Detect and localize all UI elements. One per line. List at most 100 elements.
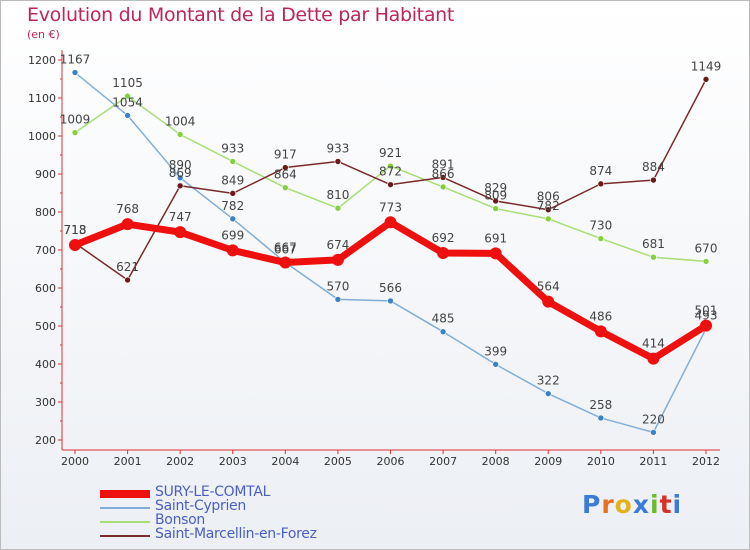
data-label: 864 [274, 168, 297, 182]
y-tick-label: 200 [35, 434, 56, 447]
data-label: 730 [589, 219, 612, 233]
data-point [331, 253, 344, 266]
data-point [542, 295, 555, 308]
data-point [69, 239, 81, 252]
data-point [650, 429, 657, 436]
x-tick-label: 2006 [377, 455, 405, 468]
data-point [124, 276, 131, 284]
logo-letter: r [601, 490, 615, 519]
data-point [226, 244, 239, 257]
logo-letter: t [659, 490, 673, 519]
unit-label: (en €) [27, 28, 60, 41]
logo-letter: i [672, 490, 683, 519]
data-label: 486 [589, 309, 612, 323]
x-tick-label: 2003 [219, 455, 247, 468]
data-label: 1054 [112, 95, 143, 109]
x-tick-label: 2010 [587, 455, 615, 468]
data-point [334, 296, 342, 303]
x-tick-label: 2009 [534, 455, 562, 468]
x-tick-label: 2002 [166, 455, 194, 468]
data-label: 933 [326, 141, 349, 155]
y-tick-label: 1200 [28, 54, 56, 67]
data-point [439, 328, 447, 336]
data-label: 718 [64, 223, 87, 237]
data-point [124, 92, 131, 100]
data-label: 692 [432, 231, 455, 245]
y-tick-label: 400 [35, 358, 56, 371]
data-point [702, 76, 710, 83]
data-label: 1009 [60, 113, 91, 127]
y-tick-label: 300 [35, 396, 56, 409]
data-point [384, 216, 397, 229]
data-label: 670 [695, 241, 718, 255]
data-point [124, 112, 131, 119]
legend-label: Bonson [155, 512, 205, 528]
legend-swatch [100, 521, 150, 523]
data-label: 564 [537, 280, 560, 294]
data-point [492, 205, 499, 212]
data-label: 220 [642, 412, 665, 426]
data-label: 890 [169, 158, 192, 172]
x-tick-label: 2005 [324, 455, 352, 468]
data-point [439, 183, 447, 191]
data-label: 674 [326, 238, 349, 252]
data-label: 933 [221, 141, 244, 155]
data-point [544, 206, 552, 214]
data-label: 667 [274, 243, 297, 257]
data-point [121, 218, 134, 231]
data-label: 570 [326, 279, 349, 293]
data-label: 621 [116, 260, 139, 274]
data-label: 809 [484, 189, 507, 203]
legend-label: Saint-Cyprien [155, 498, 246, 514]
data-point [387, 181, 394, 188]
legend-swatch [100, 490, 150, 498]
data-point [489, 247, 502, 260]
data-point [334, 158, 342, 165]
data-label: 806 [537, 190, 560, 204]
data-point [229, 215, 237, 223]
data-label: 485 [432, 312, 455, 326]
data-point [597, 235, 605, 242]
data-label: 782 [537, 199, 560, 213]
x-tick-label: 2011 [639, 455, 667, 468]
data-point [650, 253, 657, 261]
data-point [176, 182, 184, 190]
data-label: 884 [642, 160, 665, 174]
data-label: 699 [221, 228, 244, 242]
legend-label: SURY-LE-COMTAL [155, 484, 271, 500]
legend-swatch [100, 535, 150, 537]
data-point [439, 174, 447, 181]
series-bonson [71, 92, 710, 265]
data-label: 782 [221, 199, 244, 213]
data-label: 1105 [112, 76, 143, 90]
data-label: 917 [274, 148, 297, 162]
data-label: 869 [169, 166, 192, 180]
data-point [282, 184, 289, 191]
proxiti-logo: Proxiti [582, 490, 682, 519]
data-point [176, 174, 184, 182]
data-label: 681 [642, 237, 665, 251]
chart-title: Evolution du Montant de la Dette par Hab… [27, 4, 455, 26]
data-label: 713 [64, 223, 87, 237]
data-label: 872 [379, 165, 402, 179]
legend-swatch [100, 507, 150, 509]
data-label: 1149 [691, 59, 722, 73]
data-point [492, 361, 499, 368]
data-point [647, 352, 660, 365]
y-tick-label: 600 [35, 282, 56, 295]
data-point [229, 158, 237, 165]
data-point [71, 69, 79, 76]
data-point [597, 180, 605, 188]
data-label: 566 [379, 281, 402, 295]
data-point [176, 131, 184, 138]
data-point [594, 325, 607, 338]
logo-letter: P [582, 490, 602, 519]
data-point [282, 164, 289, 171]
data-label: 399 [484, 344, 507, 358]
data-point [387, 162, 394, 170]
data-label: 891 [432, 157, 455, 171]
logo-letter: x [632, 490, 650, 519]
data-point [492, 197, 499, 205]
